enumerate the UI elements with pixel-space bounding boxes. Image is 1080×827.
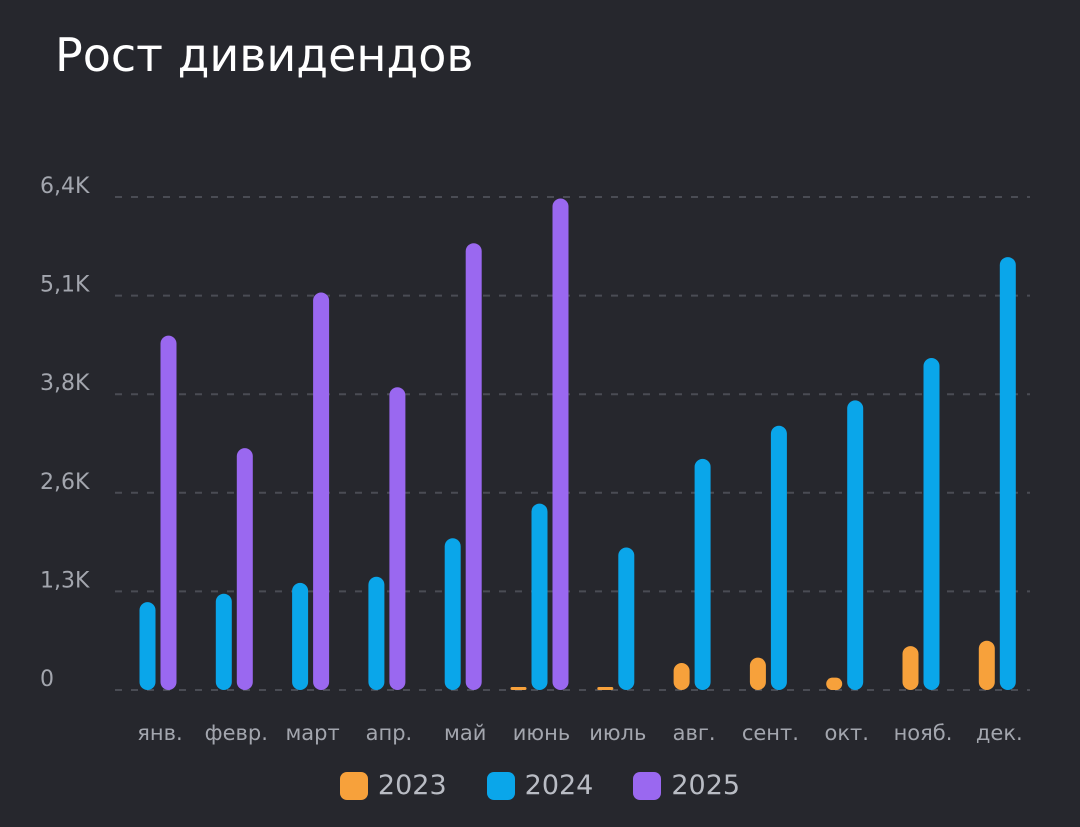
bar-2024	[999, 257, 1016, 690]
legend-swatch	[486, 771, 515, 800]
x-tick-label: июль	[589, 721, 646, 745]
y-tick-label: 2,6K	[40, 470, 90, 495]
legend-label: 2025	[671, 770, 741, 801]
bar-2023	[597, 687, 614, 690]
y-axis-ticks: 0 1,3K 2,6K 3,8K 5,1K 6,4K	[40, 174, 90, 692]
y-tick-label: 5,1K	[40, 273, 90, 298]
bar-2024	[139, 602, 156, 690]
x-tick-label: май	[444, 721, 486, 745]
legend-swatch	[339, 771, 368, 800]
bar-2023	[978, 640, 995, 690]
bar-2023	[826, 677, 843, 690]
bars	[139, 198, 1016, 690]
bar-2024	[292, 582, 309, 690]
bar-2023	[749, 657, 766, 690]
x-tick-label: окт.	[824, 721, 868, 745]
chart-title: Рост дивидендов	[55, 28, 474, 82]
legend: 2023 2024 2025	[0, 770, 1080, 801]
bar-2025	[236, 448, 253, 690]
bar-2024	[770, 425, 787, 690]
bar-chart: 0 1,3K 2,6K 3,8K 5,1K 6,4K янв. февр. март апр. м…	[40, 174, 1030, 745]
x-tick-label: нояб.	[894, 721, 953, 745]
bar-2024	[923, 357, 940, 690]
x-tick-label: февр.	[205, 721, 268, 745]
x-tick-label: авг.	[673, 721, 716, 745]
y-tick-label: 6,4K	[40, 174, 90, 199]
bar-2024	[531, 503, 548, 690]
bar-2025	[465, 243, 482, 690]
bar-2024	[618, 547, 635, 690]
bar-2024	[847, 400, 864, 690]
bar-2025	[389, 387, 406, 690]
bar-2025	[160, 335, 177, 690]
x-tick-label: дек.	[976, 721, 1023, 745]
x-tick-label: апр.	[366, 721, 413, 745]
y-tick-label: 3,8K	[40, 371, 90, 396]
bar-2024	[444, 538, 461, 690]
legend-label: 2023	[377, 770, 447, 801]
x-tick-label: март	[285, 721, 339, 745]
bar-2025	[552, 198, 569, 690]
x-tick-label: янв.	[137, 721, 182, 745]
x-axis-ticks: янв. февр. март апр. май июнь июль авг. сент. окт…	[137, 721, 1022, 745]
bar-2023	[673, 663, 690, 690]
bar-2023	[902, 646, 919, 690]
y-tick-label: 0	[40, 667, 54, 692]
x-tick-label: сент.	[742, 721, 799, 745]
bar-2024	[368, 576, 385, 690]
legend-label: 2024	[524, 770, 594, 801]
bar-2023	[510, 687, 527, 690]
legend-swatch	[633, 771, 662, 800]
x-tick-label: июнь	[513, 721, 570, 745]
bar-2024	[215, 593, 232, 690]
legend-item-2023[interactable]: 2023	[339, 770, 447, 801]
bar-2025	[313, 292, 330, 690]
y-tick-label: 1,3K	[40, 568, 90, 593]
legend-item-2025[interactable]: 2025	[633, 770, 740, 801]
legend-item-2024[interactable]: 2024	[486, 770, 594, 801]
bar-2024	[694, 458, 711, 690]
